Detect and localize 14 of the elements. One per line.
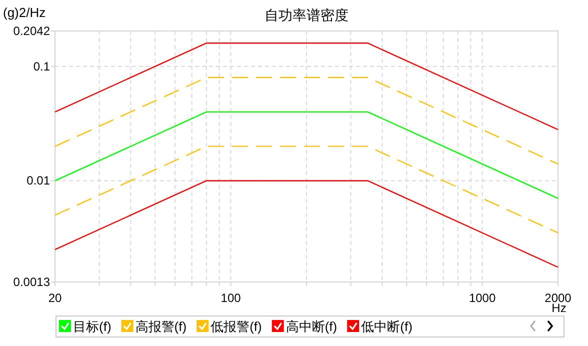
legend-label: 目标(f) bbox=[73, 319, 112, 334]
legend-label: 低报警(f) bbox=[210, 319, 262, 334]
y-tick-label: 0.2042 bbox=[13, 24, 50, 38]
y-tick-label: 0.0013 bbox=[13, 275, 50, 289]
x-tick-label: 20 bbox=[48, 291, 62, 305]
x-tick-label: 100 bbox=[220, 291, 242, 305]
y-tick-label: 0.01 bbox=[26, 174, 50, 188]
legend-label: 高报警(f) bbox=[135, 319, 187, 334]
x-tick-label: 1000 bbox=[468, 291, 496, 305]
y-axis-title: (g)2/Hz bbox=[3, 5, 46, 20]
legend-label: 低中断(f) bbox=[361, 319, 412, 334]
chart-title: 自功率谱密度 bbox=[264, 7, 348, 23]
legend-label: 高中断(f) bbox=[286, 319, 338, 334]
y-tick-label: 0.1 bbox=[33, 59, 50, 74]
